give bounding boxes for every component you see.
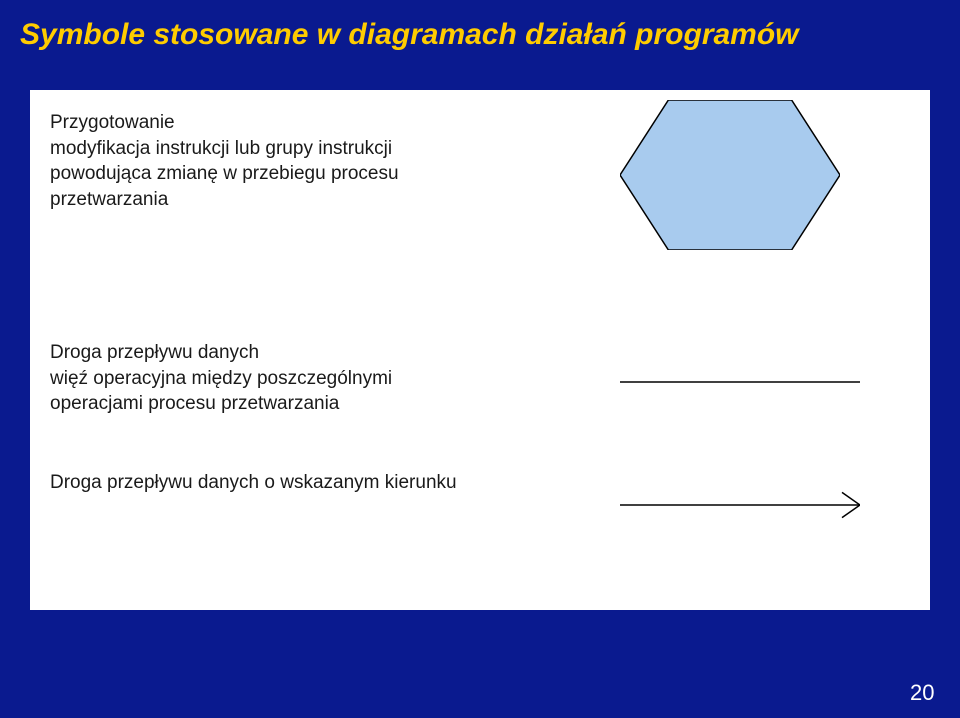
symbol-arrow-label: Droga przepływu danych o wskazanym kieru… [50,470,470,496]
line-icon [620,380,860,384]
page-number: 20 [910,680,934,706]
symbol-arrow: Droga przepływu danych o wskazanym kieru… [50,470,470,496]
arrow-icon [620,490,860,520]
symbol-preparation: Przygotowanie modyfikacja instrukcji lub… [50,110,470,213]
symbol-preparation-label: Przygotowanie modyfikacja instrukcji lub… [50,110,470,213]
page-title: Symbole stosowane w diagramach działań p… [20,18,799,52]
slide: Symbole stosowane w diagramach działań p… [0,0,960,718]
symbol-flowline: Droga przepływu danych więź operacyjna m… [50,340,470,417]
symbol-flowline-label: Droga przepływu danych więź operacyjna m… [50,340,470,417]
hexagon-icon [620,100,840,250]
